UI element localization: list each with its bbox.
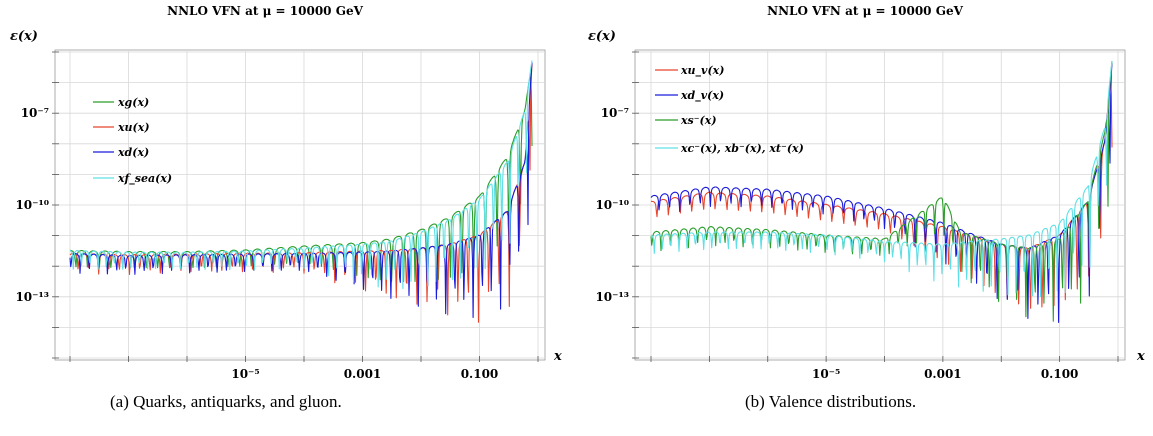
panel-a: NNLO VFN at μ = 10000 GeV ε(x) x 10⁻⁵ 0.0… bbox=[10, 4, 562, 381]
figure: NNLO VFN at μ = 10000 GeV ε(x) x 10⁻⁵ 0.0… bbox=[10, 4, 1145, 381]
chart-title: NNLO VFN at μ = 10000 GeV bbox=[167, 4, 363, 18]
legend-label-xg: xg(x) bbox=[117, 96, 149, 109]
x-tick-label: 0.001 bbox=[924, 367, 962, 381]
x-tick-label: 0.001 bbox=[344, 367, 382, 381]
legend-label-xs: xs⁻(x) bbox=[680, 114, 717, 127]
x-tick-label: 0.100 bbox=[461, 367, 499, 381]
legend: xg(x) xu(x) xd(x) xf_sea(x) bbox=[93, 96, 172, 186]
legend-label-xd: xd(x) bbox=[117, 146, 149, 159]
y-tick-label: 10⁻¹⁰ bbox=[15, 198, 49, 212]
legend-label-xfsea: xf_sea(x) bbox=[117, 172, 172, 186]
y-tick-label: 10⁻⁷ bbox=[21, 106, 49, 120]
series-line bbox=[650, 63, 1113, 323]
plot-series bbox=[69, 60, 533, 323]
y-tick-label: 10⁻¹³ bbox=[15, 290, 49, 304]
panel-b: NNLO VFN at μ = 10000 GeV ε(x) x 10⁻⁵ 0.0… bbox=[588, 4, 1145, 381]
legend: xu_v(x) xd_v(x) xs⁻(x) xc⁻(x), xb⁻(x), x… bbox=[655, 64, 804, 155]
y-axis-label: ε(x) bbox=[10, 29, 38, 44]
y-tick-label: 10⁻¹⁰ bbox=[595, 198, 629, 212]
y-tick-label: 10⁻⁷ bbox=[601, 106, 629, 120]
series-line bbox=[69, 62, 533, 319]
chart-title: NNLO VFN at μ = 10000 GeV bbox=[767, 4, 963, 18]
x-axis-label: x bbox=[553, 349, 562, 364]
x-tick-label: 0.100 bbox=[1041, 367, 1079, 381]
series-line bbox=[69, 60, 533, 290]
y-axis-label: ε(x) bbox=[588, 29, 616, 44]
series-line bbox=[69, 64, 533, 323]
legend-label-heavy: xc⁻(x), xb⁻(x), xt⁻(x) bbox=[680, 142, 804, 155]
x-tick-label: 10⁻⁵ bbox=[812, 367, 840, 381]
legend-label-xdv: xd_v(x) bbox=[680, 89, 724, 103]
x-tick-label: 10⁻⁵ bbox=[231, 367, 259, 381]
axis-ticks: 10⁻⁵ 0.001 0.100 10⁻⁷ 10⁻¹⁰ 10⁻¹³ bbox=[15, 51, 539, 381]
x-axis-label: x bbox=[1136, 349, 1145, 364]
y-tick-label: 10⁻¹³ bbox=[595, 290, 629, 304]
series-line bbox=[650, 61, 1113, 298]
legend-label-xu: xu(x) bbox=[117, 121, 150, 134]
series-line bbox=[651, 83, 1113, 309]
caption-b: (b) Valence distributions. bbox=[745, 392, 917, 411]
legend-label-xuv: xu_v(x) bbox=[680, 64, 724, 78]
caption-a: (a) Quarks, antiquarks, and gluon. bbox=[110, 392, 342, 411]
plot-series bbox=[650, 61, 1113, 323]
axis-ticks: 10⁻⁵ 0.001 0.100 10⁻⁷ 10⁻¹⁰ 10⁻¹³ bbox=[595, 51, 1119, 381]
